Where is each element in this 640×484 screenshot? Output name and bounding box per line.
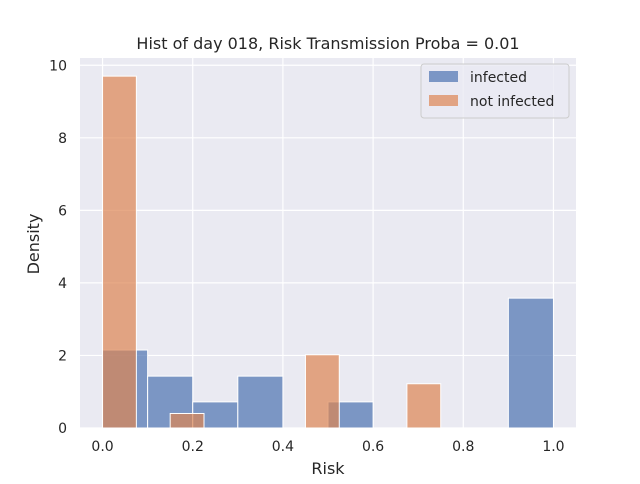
legend-swatch-not-infected (429, 95, 458, 106)
legend-label-infected: infected (470, 70, 527, 86)
bar-infected (507, 297, 554, 429)
x-tick-label: 0.0 (91, 439, 113, 455)
x-tick-label: 0.8 (452, 439, 474, 455)
x-axis-label: Risk (311, 459, 345, 478)
chart-title: Hist of day 018, Risk Transmission Proba… (136, 34, 519, 53)
bar-not-infected (406, 383, 442, 429)
bar-not-infected (169, 412, 205, 429)
x-tick-label: 0.4 (272, 439, 294, 455)
y-tick-label: 2 (58, 348, 67, 364)
legend-label-not-infected: not infected (470, 94, 554, 110)
y-tick-label: 8 (58, 131, 67, 147)
bar-not-infected (304, 354, 340, 429)
y-tick-label: 0 (58, 421, 67, 437)
bar-not-infected (102, 75, 137, 429)
legend-swatch-infected (429, 71, 458, 82)
y-tick-label: 10 (49, 58, 67, 74)
x-tick-label: 0.2 (182, 439, 204, 455)
y-tick-label: 6 (58, 203, 67, 219)
x-tick-label: 1.0 (542, 439, 564, 455)
bar-infected (237, 375, 284, 429)
bars (102, 75, 554, 429)
legend: infected not infected (420, 63, 570, 119)
y-axis-label: Density (24, 214, 43, 275)
x-tick-label: 0.6 (362, 439, 384, 455)
ticks: 0.0 0.2 0.4 0.6 0.8 1.0 0 2 4 6 8 10 (49, 58, 564, 455)
y-tick-label: 4 (58, 276, 67, 292)
